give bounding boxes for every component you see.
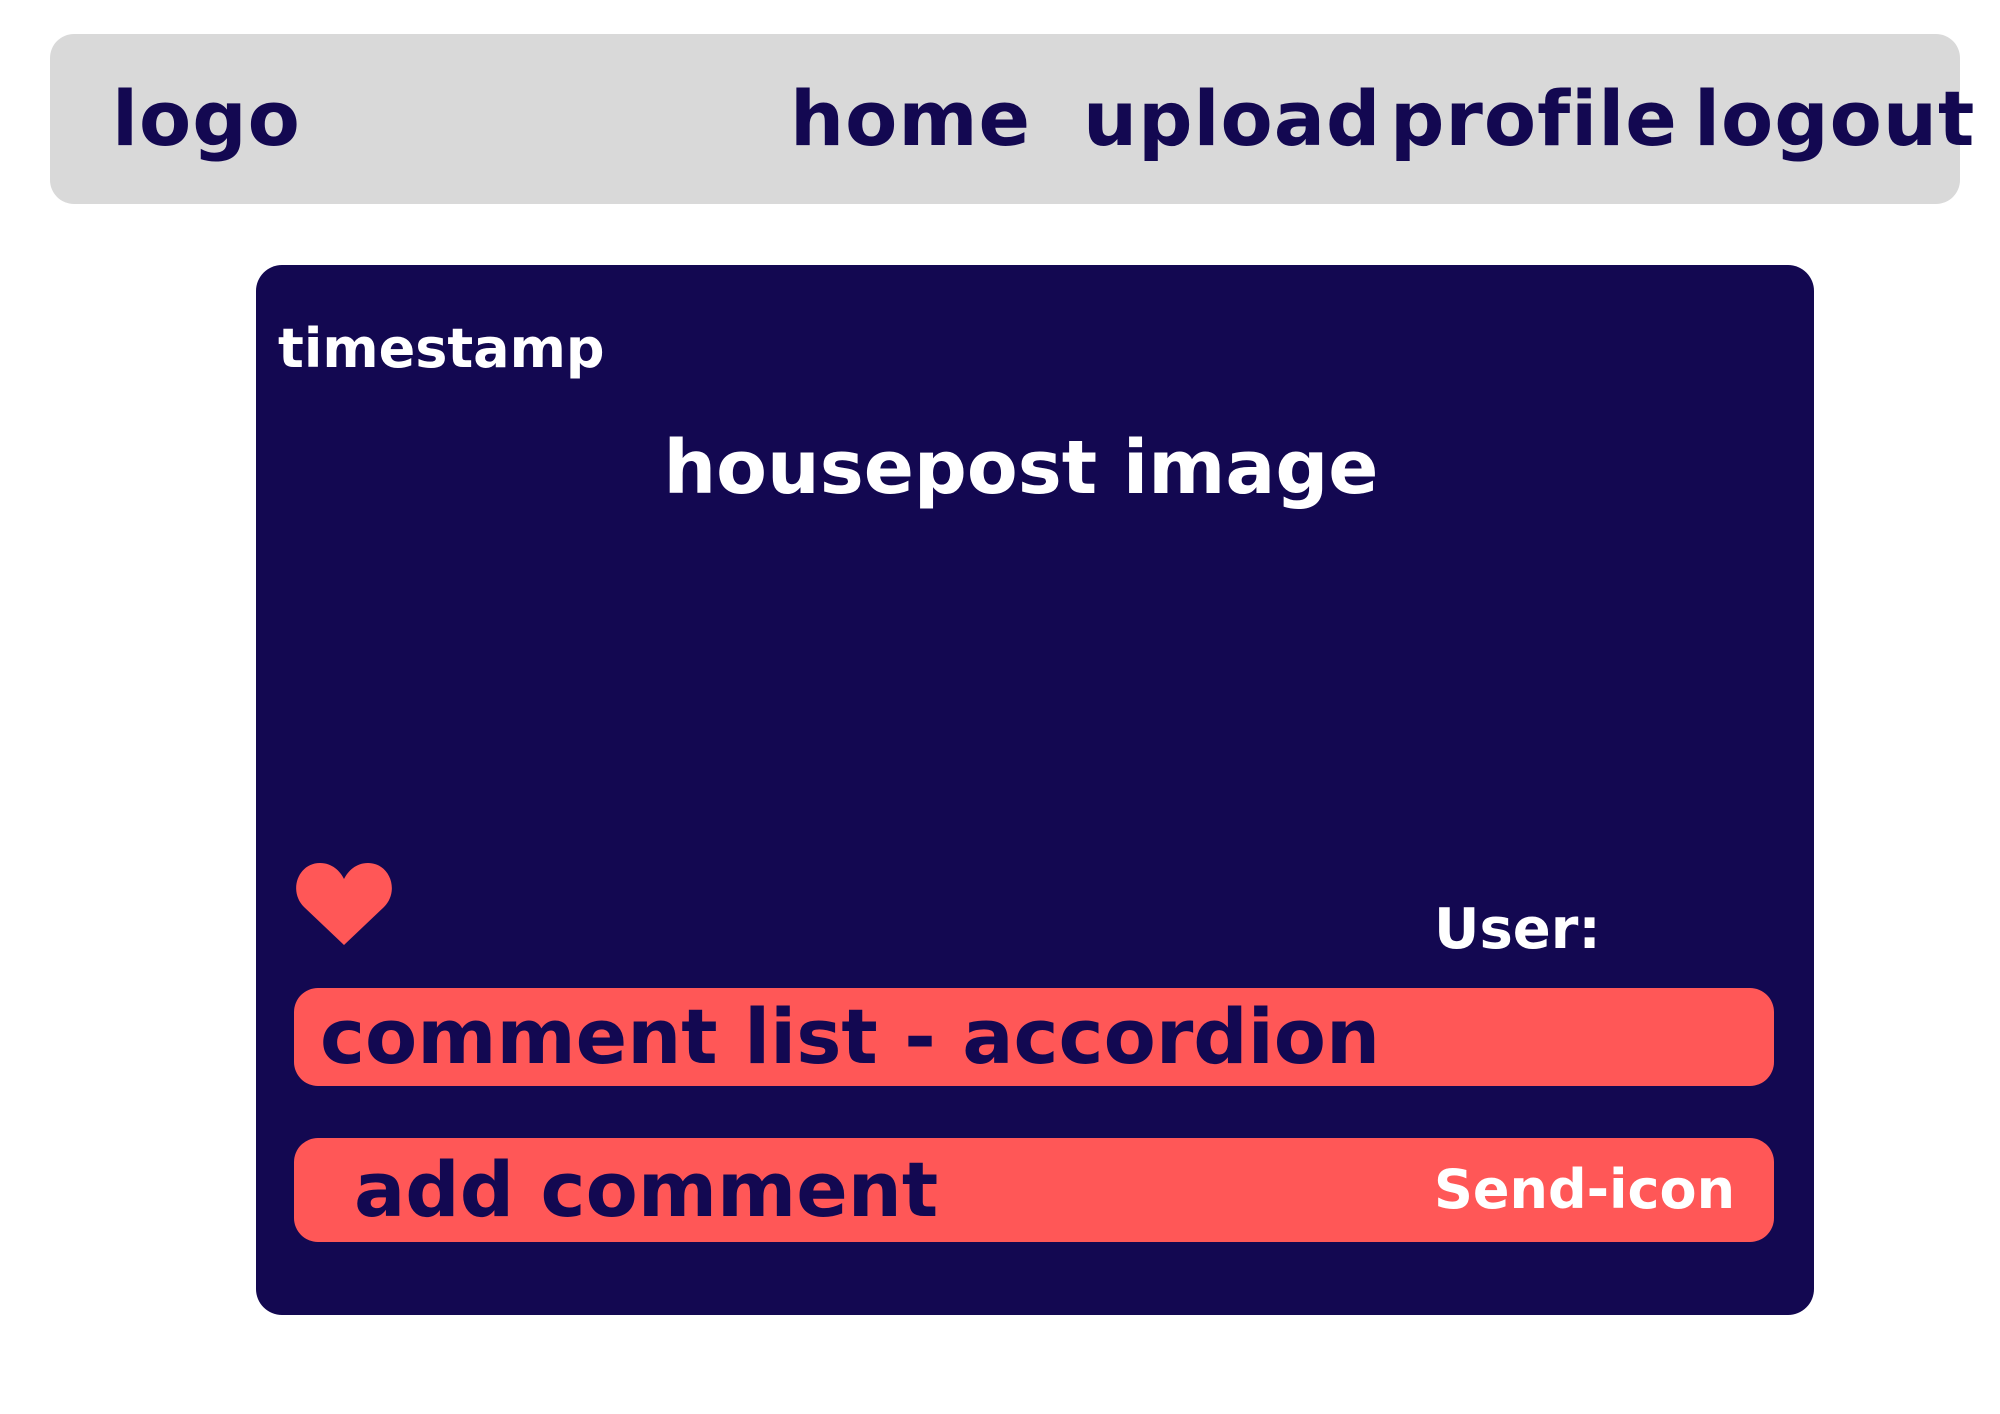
heart-icon-svg <box>296 863 392 945</box>
nav-link-upload[interactable]: upload <box>1083 74 1382 163</box>
post-image: housepost image <box>663 425 1379 511</box>
add-comment-bar: add comment Send-icon <box>294 1138 1774 1242</box>
nav-link-home[interactable]: home <box>790 74 1032 163</box>
post-user-label: User: <box>1434 897 1601 962</box>
logo[interactable]: logo <box>112 74 301 163</box>
post-timestamp: timestamp <box>278 317 605 380</box>
nav-link-profile[interactable]: profile <box>1390 74 1678 163</box>
send-icon[interactable]: Send-icon <box>1434 1158 1736 1221</box>
nav-link-logout[interactable]: logout <box>1694 74 1976 163</box>
comment-list-label: comment list - accordion <box>320 992 1381 1081</box>
navbar: logo home upload profile logout <box>50 34 1974 204</box>
heart-icon[interactable] <box>294 857 394 949</box>
add-comment-input[interactable]: add comment <box>354 1145 939 1234</box>
post-card: timestamp housepost image User: comment … <box>256 265 1814 1315</box>
comment-list-accordion[interactable]: comment list - accordion <box>294 988 1774 1086</box>
